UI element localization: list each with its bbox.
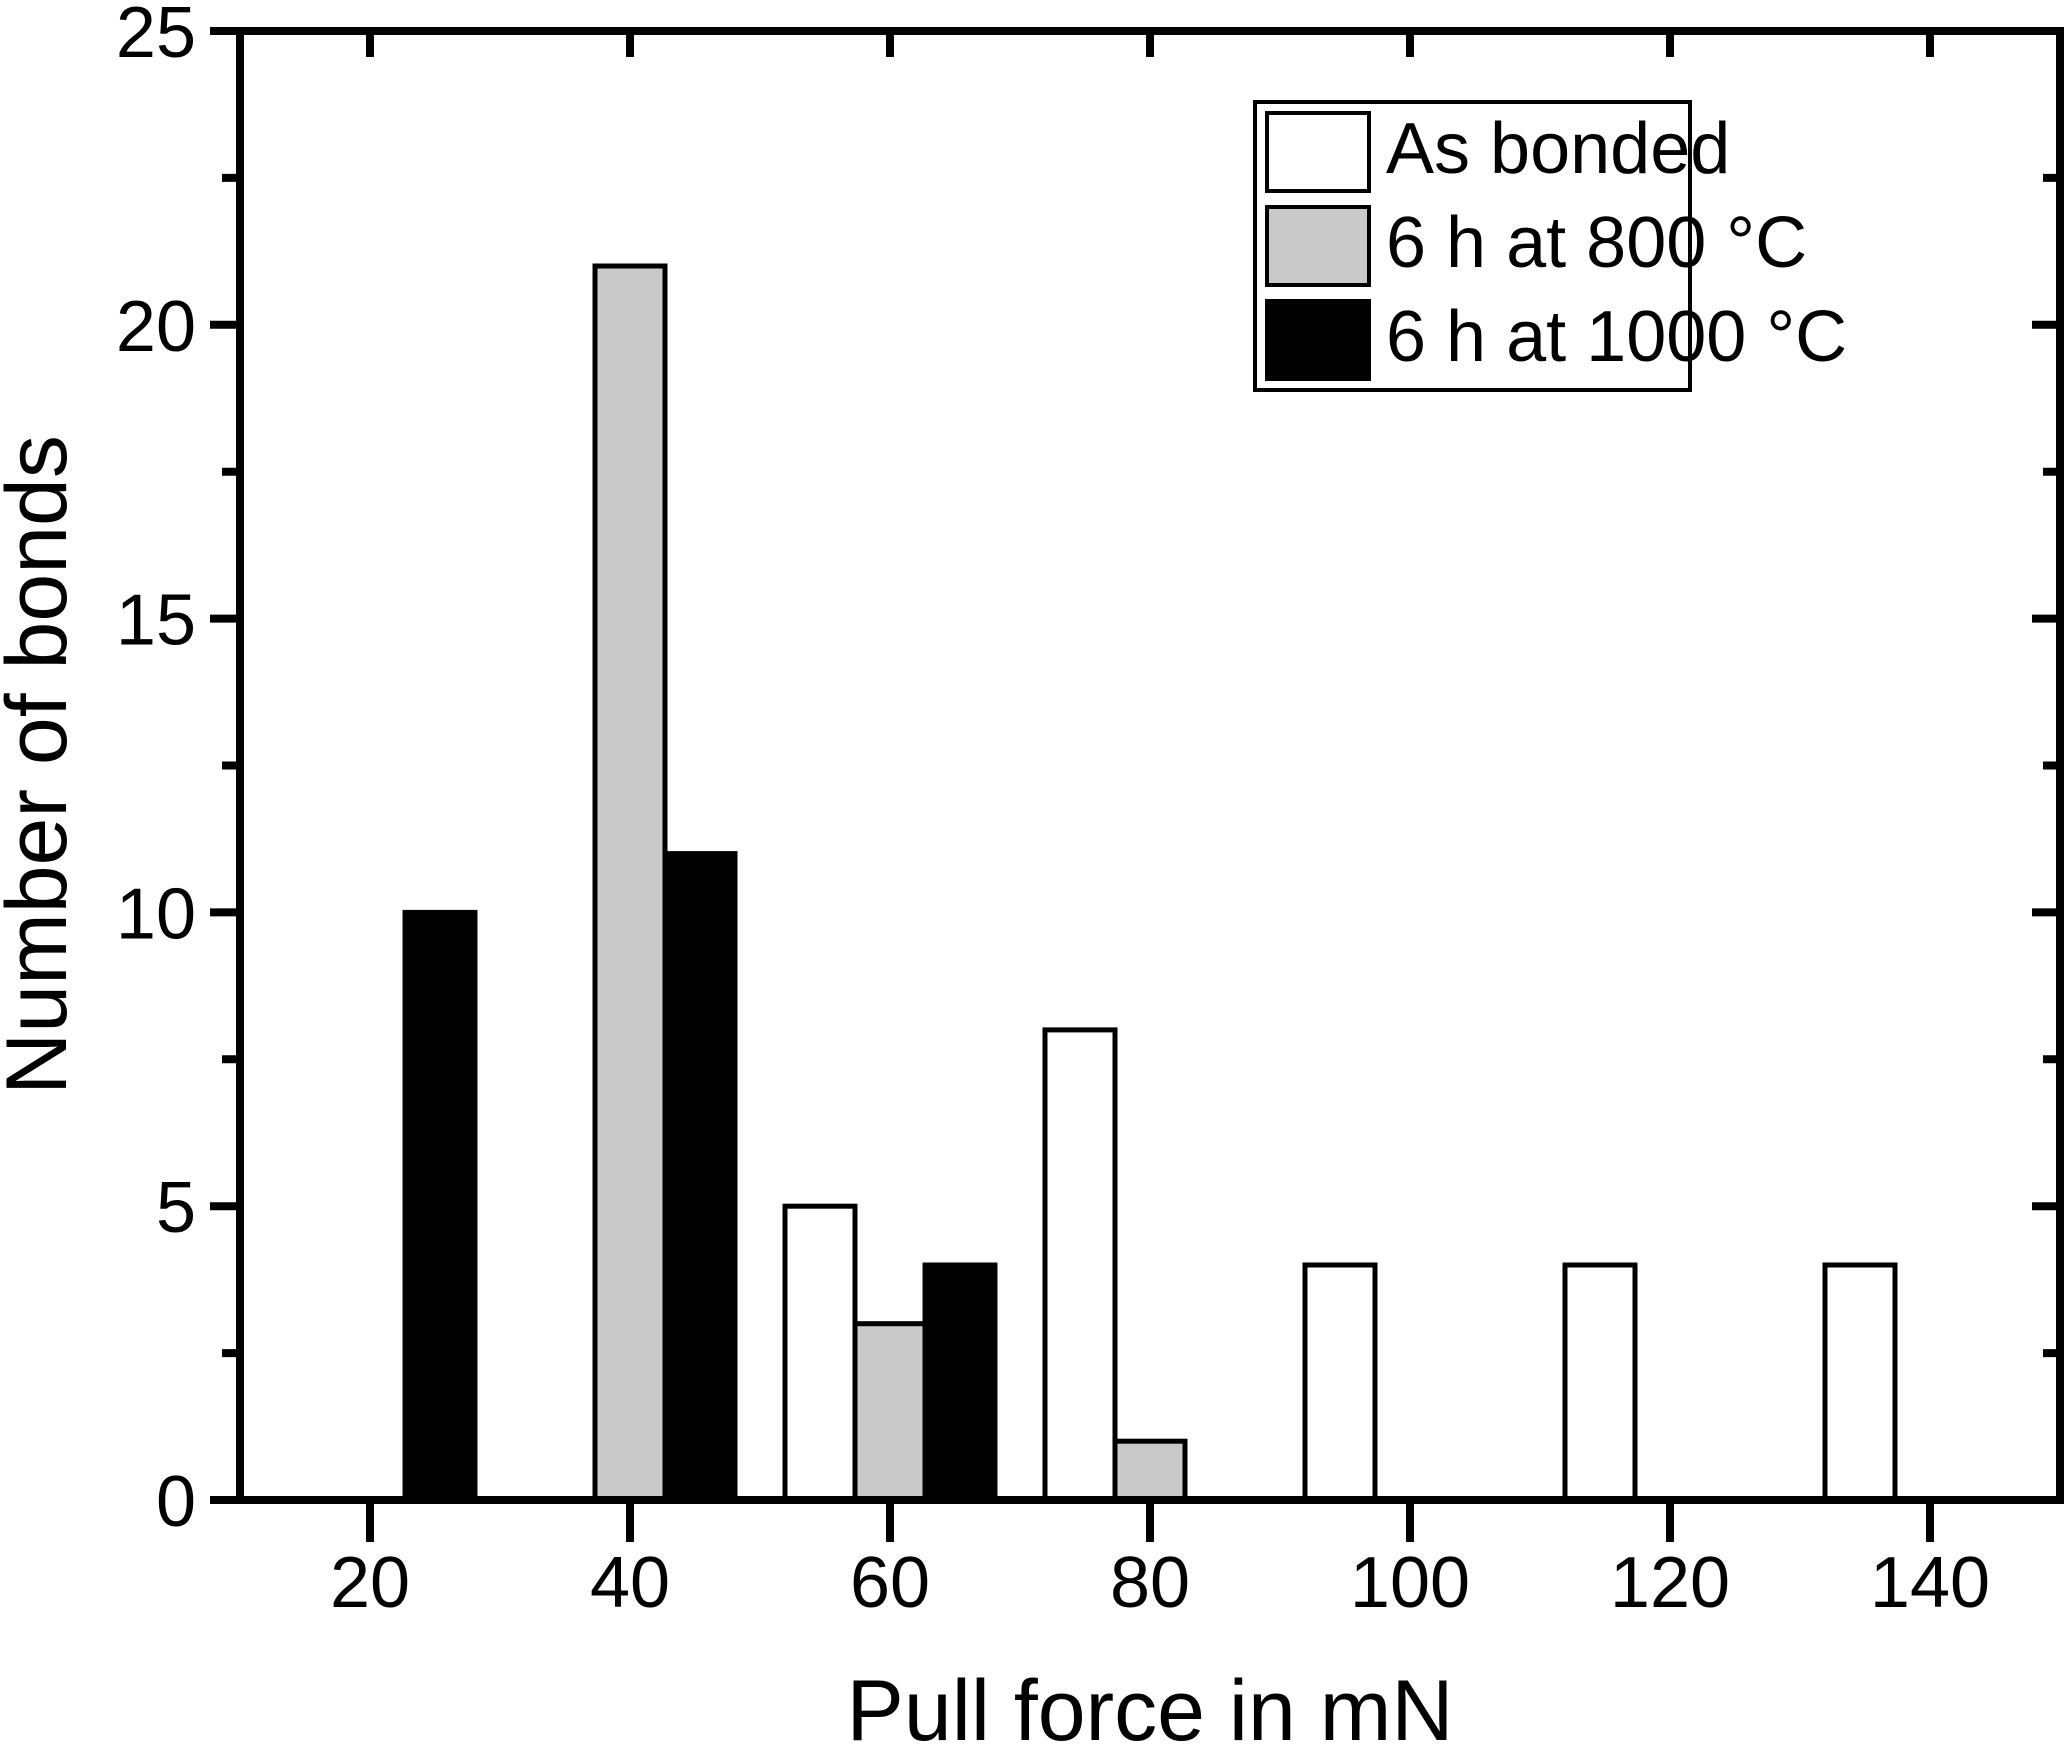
bar-as-bonded-120 <box>1562 1262 1638 1503</box>
x-axis-title: Pull force in mN <box>847 1663 1454 1754</box>
bar-as-bonded-80 <box>1042 1027 1118 1503</box>
y-tick-label: 20 <box>116 287 196 367</box>
x-tick-label: 80 <box>1110 1543 1190 1623</box>
y-tick-label: 10 <box>116 874 196 954</box>
y-tick-label: 0 <box>156 1462 196 1542</box>
x-tick-label: 40 <box>590 1543 670 1623</box>
legend: As bonded 6 h at 800 °C 6 h at 1000 °C <box>1253 100 1847 392</box>
bar-as-bonded-100 <box>1302 1262 1378 1503</box>
bar-as-bonded-60 <box>782 1203 858 1503</box>
tick-labels-layer: 20 40 60 80 100 120 140 0 5 10 15 20 25 <box>116 0 1990 1623</box>
bars-layer <box>402 263 1898 1503</box>
legend-swatch-800c <box>1265 205 1371 287</box>
legend-swatch-1000c <box>1265 299 1371 381</box>
legend-row-as-bonded: As bonded <box>1257 106 1730 198</box>
x-tick-label: 20 <box>330 1543 410 1623</box>
legend-row-1000c: 6 h at 1000 °C <box>1257 294 1847 386</box>
legend-row-800c: 6 h at 800 °C <box>1257 200 1807 292</box>
bar-6-h-at-1000-°c-20 <box>402 909 478 1503</box>
x-tick-label: 140 <box>1870 1543 1990 1623</box>
bar-as-bonded-140 <box>1822 1262 1898 1503</box>
y-axis-title: Number of bonds <box>0 435 85 1095</box>
y-tick-label: 25 <box>116 0 196 73</box>
legend-swatch-as-bonded <box>1265 111 1371 193</box>
legend-label-800c: 6 h at 800 °C <box>1386 203 1808 283</box>
x-tick-label: 120 <box>1610 1543 1730 1623</box>
legend-label-as-bonded: As bonded <box>1386 109 1731 189</box>
bar-6-h-at-800-°c-80 <box>1112 1438 1188 1503</box>
y-tick-label: 5 <box>156 1168 196 1248</box>
bar-6-h-at-800-°c-60 <box>852 1321 928 1503</box>
bar-6-h-at-1000-°c-40 <box>662 851 738 1503</box>
x-tick-label: 60 <box>850 1543 930 1623</box>
legend-label-1000c: 6 h at 1000 °C <box>1386 297 1848 377</box>
bar-6-h-at-1000-°c-60 <box>922 1262 998 1503</box>
axes-layer <box>210 27 2064 1542</box>
bar-6-h-at-800-°c-40 <box>592 263 668 1503</box>
y-tick-label: 15 <box>116 581 196 661</box>
x-tick-label: 100 <box>1350 1543 1470 1623</box>
